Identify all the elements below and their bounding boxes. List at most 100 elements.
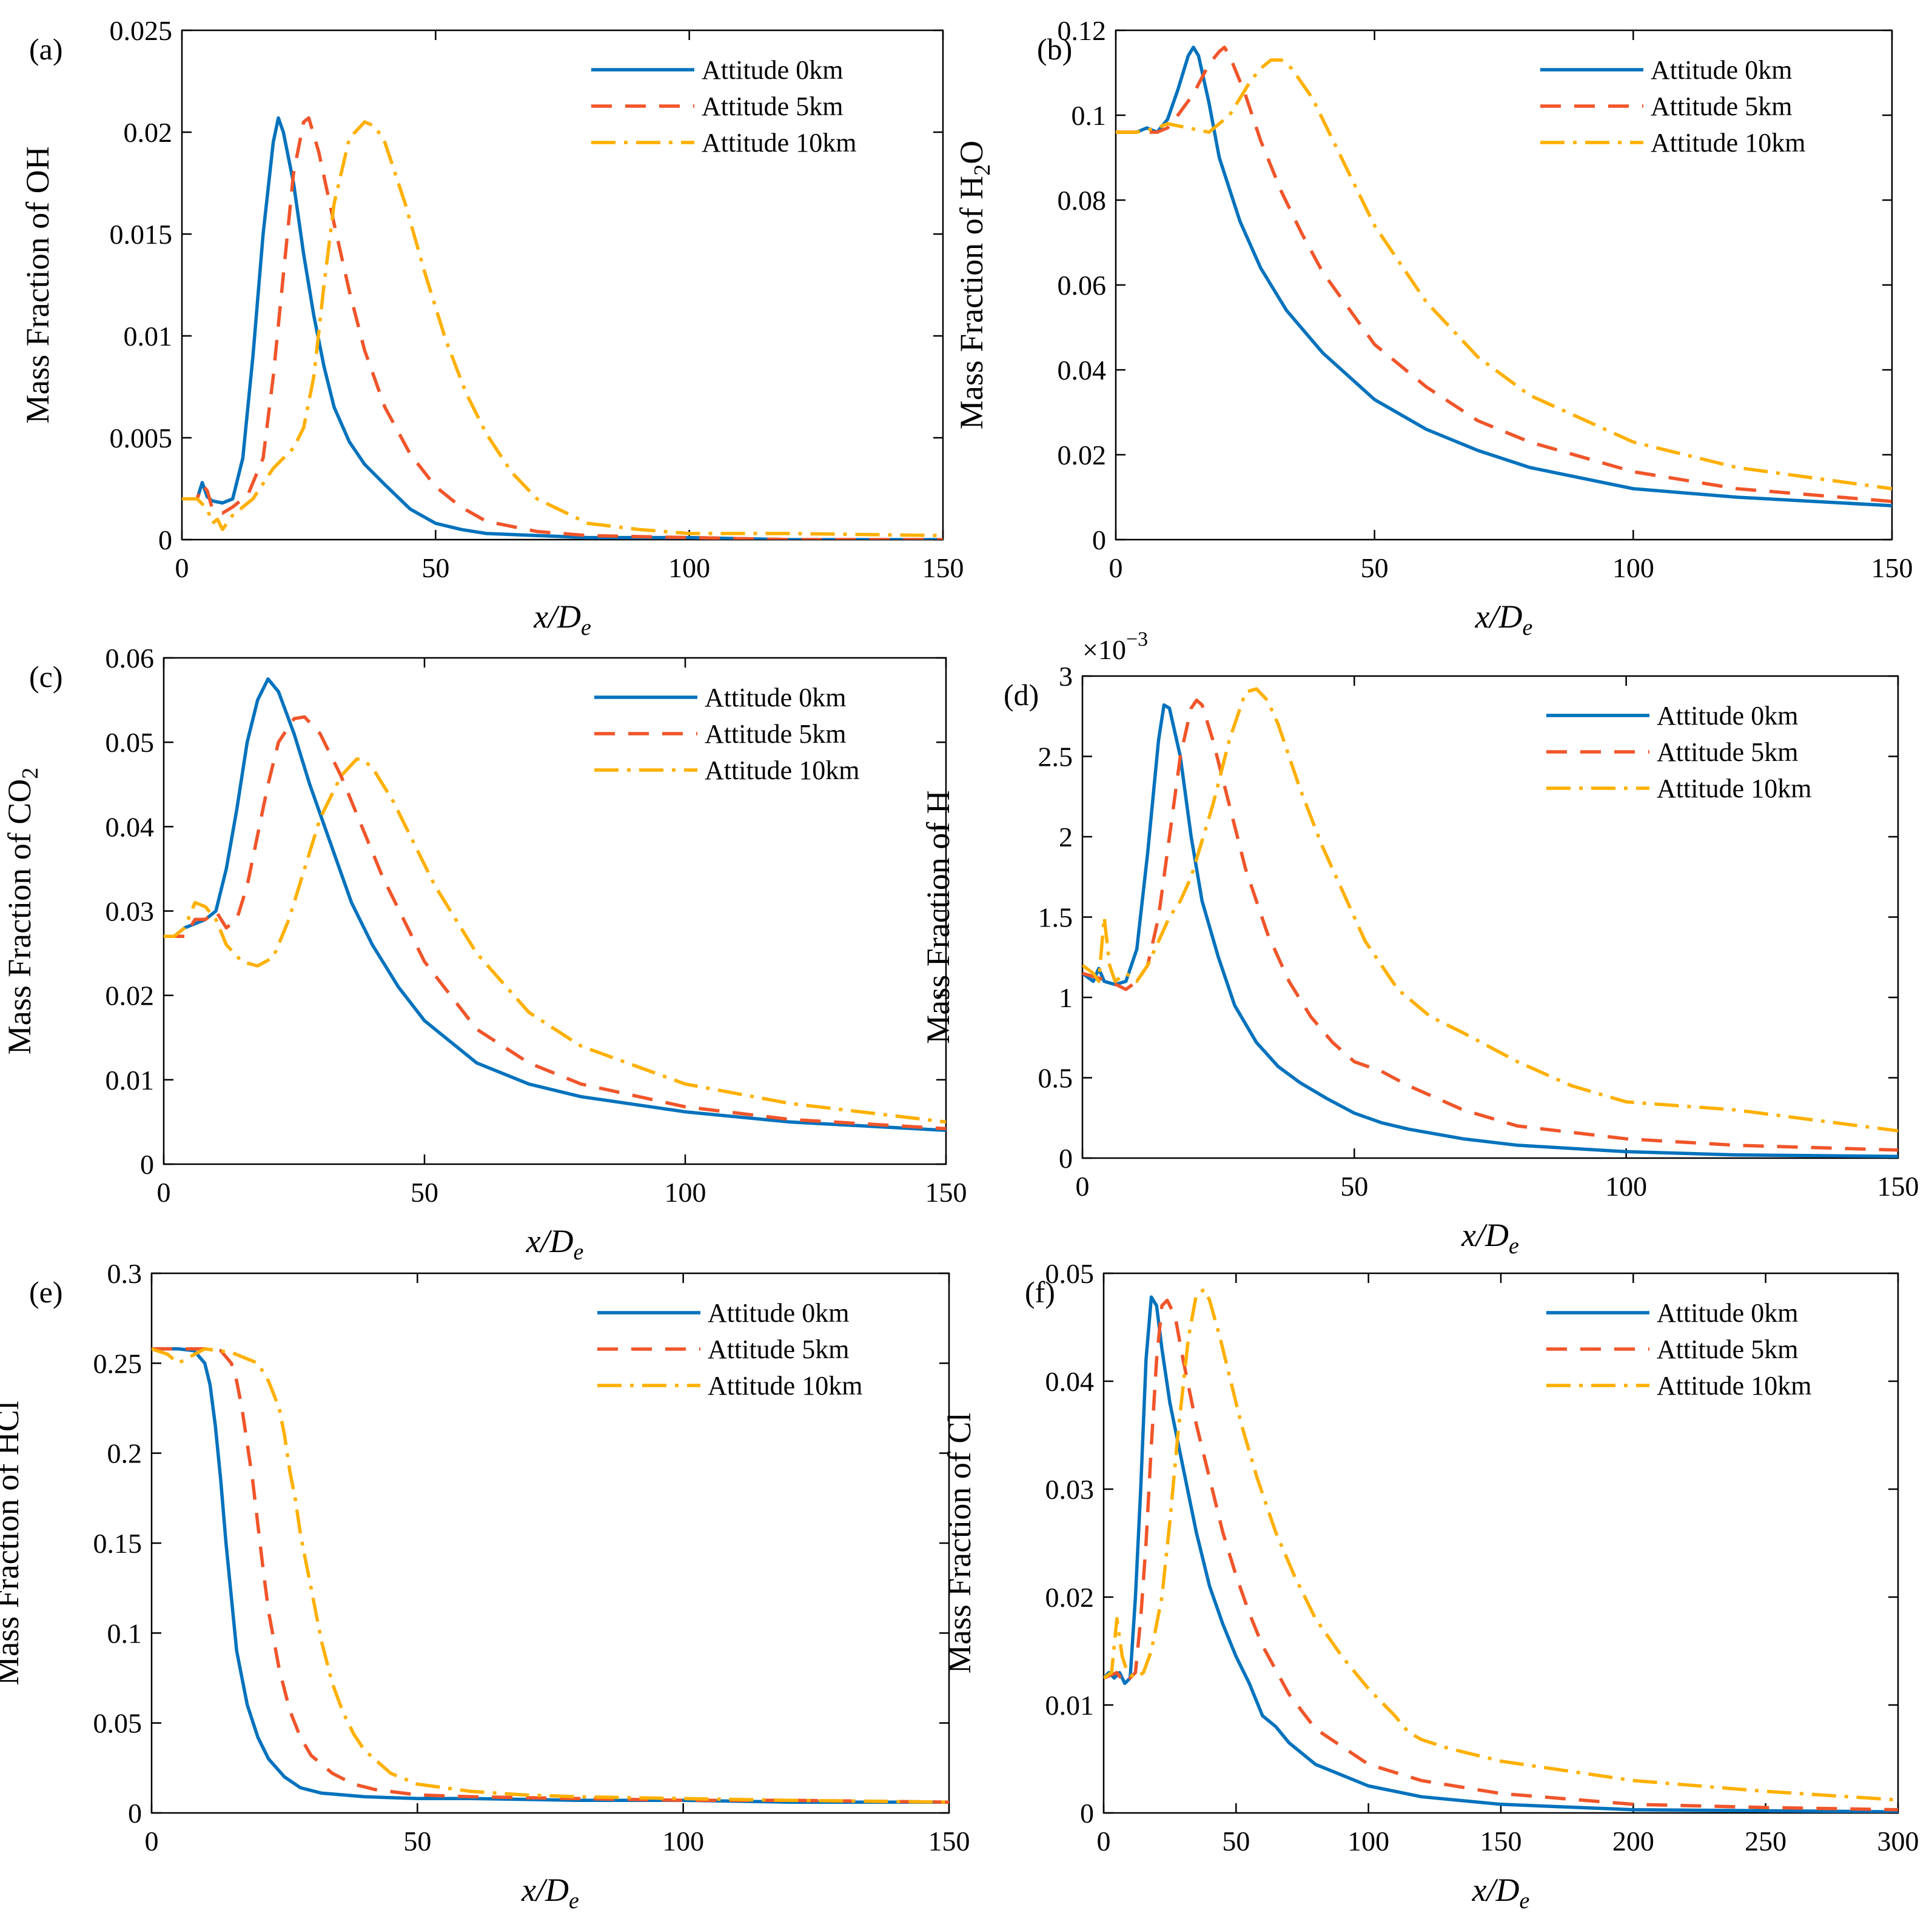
legend-entry: Attitude 0km xyxy=(708,1298,849,1328)
chart-panel: 0 50 100 150 200 250 300 0 0.01 0.02 0.03 0.04 0.05(… xyxy=(941,1258,1919,1914)
legend-entry: Attitude 10km xyxy=(702,128,856,158)
y-axis-title-subscript: 2 xyxy=(970,164,995,176)
y-tick-label: 0.1 xyxy=(1072,100,1107,131)
legend-entry: Attitude 10km xyxy=(1657,1371,1811,1401)
y-tick-label: 1 xyxy=(1059,982,1073,1013)
y-tick-label: 0.25 xyxy=(93,1348,143,1379)
series-line xyxy=(164,715,946,1131)
y-axis-title-main: Mass Fraction of CO xyxy=(1,779,38,1054)
y-tick-label: 0.03 xyxy=(1045,1474,1095,1505)
legend-entry: Attitude 5km xyxy=(1657,737,1798,767)
x-axis-title: x/De xyxy=(521,1872,579,1914)
y-tick-label: 0.5 xyxy=(1038,1063,1073,1094)
plot-frame xyxy=(181,29,944,541)
y-tick-label: 0.02 xyxy=(124,117,173,148)
x-axis-title: x/De xyxy=(533,598,591,640)
y-tick-label: 0.04 xyxy=(1058,355,1107,386)
legend-entry: Attitude 5km xyxy=(705,719,846,749)
x-tick-label: 50 xyxy=(403,1826,431,1857)
x-tick-label: 0 xyxy=(1076,1171,1090,1202)
x-axis-title: x/De xyxy=(1475,598,1533,640)
y-tick-label: 0.02 xyxy=(106,980,155,1011)
y-tick-label: 0.005 xyxy=(110,423,173,454)
legend-entry: Attitude 5km xyxy=(1657,1335,1798,1364)
x-axis-title-subscript: e xyxy=(1523,615,1533,640)
chart-panel: 0 50 100 150 0 0.02 0.04 0.06 0.08 0.1 0.12(b) x/De… xyxy=(953,15,1913,640)
series-line xyxy=(182,120,943,538)
series-line xyxy=(1082,698,1898,1152)
y-tick-label: 0.05 xyxy=(1045,1258,1095,1289)
legend-entry: Attitude 10km xyxy=(1651,128,1805,158)
legend-entry: Attitude 0km xyxy=(1651,55,1792,85)
x-tick-label: 0 xyxy=(1109,552,1123,583)
y-axis-title-subscript: 2 xyxy=(18,768,43,779)
x-axis-title-main: x/D xyxy=(1475,598,1523,635)
x-tick-label: 150 xyxy=(1480,1826,1522,1857)
y-tick-label: 0.2 xyxy=(107,1438,143,1469)
x-tick-label: 100 xyxy=(1605,1171,1647,1202)
y-tick-label: 3 xyxy=(1059,661,1073,692)
axis-exponent-power: −3 xyxy=(1126,628,1148,651)
y-axis-title: Mass Fraction of OH xyxy=(19,146,56,423)
y-tick-label: 0 xyxy=(1092,524,1106,555)
y-axis-title-main: Mass Fraction of H xyxy=(953,176,990,429)
x-tick-label: 0 xyxy=(1097,1826,1111,1857)
x-axis-title-subscript: e xyxy=(581,615,591,640)
x-axis-title: x/De xyxy=(1472,1872,1530,1914)
x-axis-title-main: x/D xyxy=(1461,1217,1509,1253)
series-line xyxy=(182,116,943,540)
y-axis-title-main: Mass Fraction of HCl xyxy=(0,1401,25,1685)
x-axis-title-subscript: e xyxy=(1509,1233,1519,1259)
x-tick-label: 100 xyxy=(665,1177,706,1208)
series-line xyxy=(152,1347,949,1804)
y-tick-label: 0.08 xyxy=(1058,185,1107,216)
y-axis-title-main: Mass Fraction of OH xyxy=(19,146,56,423)
x-tick-label: 150 xyxy=(928,1826,970,1857)
y-tick-label: 0.04 xyxy=(1045,1366,1095,1397)
legend-entry: Attitude 0km xyxy=(705,683,846,712)
y-tick-label: 0.15 xyxy=(93,1528,143,1559)
y-tick-label: 0 xyxy=(1059,1143,1073,1174)
x-tick-label: 200 xyxy=(1612,1826,1654,1857)
panel-label: (c) xyxy=(29,660,63,694)
x-axis-title-subscript: e xyxy=(1520,1888,1530,1914)
y-tick-label: 0.12 xyxy=(1058,15,1107,46)
x-tick-label: 50 xyxy=(1361,552,1389,583)
series-line xyxy=(152,1347,949,1804)
y-tick-label: 0.03 xyxy=(106,896,155,927)
y-tick-label: 0.05 xyxy=(106,727,155,758)
legend-entry: Attitude 5km xyxy=(702,92,843,121)
panel-label: (f) xyxy=(1025,1275,1055,1309)
x-tick-label: 0 xyxy=(145,1826,159,1857)
chart-panel: 0 50 100 150 0 0.005 0.01 0.015 0.02 0.025 (a) x/De… xyxy=(19,15,964,640)
legend-entry: Attitude 5km xyxy=(1651,92,1792,121)
x-tick-label: 250 xyxy=(1745,1826,1786,1857)
y-axis-title: Mass Fraction of H2O xyxy=(953,141,995,429)
y-tick-label: 0.02 xyxy=(1045,1582,1095,1613)
legend-entry: Attitude 0km xyxy=(1657,701,1798,731)
y-axis-title-suffix: O xyxy=(953,141,990,164)
legend-entry: Attitude 10km xyxy=(708,1371,862,1401)
series-line xyxy=(1082,703,1898,1158)
x-axis-title-subscript: e xyxy=(569,1888,579,1914)
x-axis-title-main: x/D xyxy=(521,1872,569,1908)
legend-entry: Attitude 0km xyxy=(702,55,843,85)
y-tick-label: 0 xyxy=(140,1149,154,1180)
legend-entry: Attitude 10km xyxy=(1657,774,1811,803)
x-axis-title-subscript: e xyxy=(574,1239,584,1265)
legend-entry: Attitude 10km xyxy=(705,755,859,785)
y-axis-title: Mass Fraction of Cl xyxy=(941,1413,978,1673)
x-tick-label: 150 xyxy=(922,552,964,583)
x-tick-label: 50 xyxy=(1340,1171,1368,1202)
x-axis-title-main: x/D xyxy=(533,598,581,635)
y-tick-label: 1.5 xyxy=(1038,902,1073,933)
series-line xyxy=(1116,58,1892,491)
y-tick-label: 0.04 xyxy=(106,811,155,842)
x-tick-label: 50 xyxy=(1222,1826,1250,1857)
series-line xyxy=(1104,1298,1898,1812)
series-line xyxy=(1082,687,1898,1133)
y-axis-title-main: Mass Fraction of H xyxy=(920,790,956,1043)
y-tick-label: 0.06 xyxy=(106,643,155,674)
y-tick-label: 0.01 xyxy=(124,321,173,352)
